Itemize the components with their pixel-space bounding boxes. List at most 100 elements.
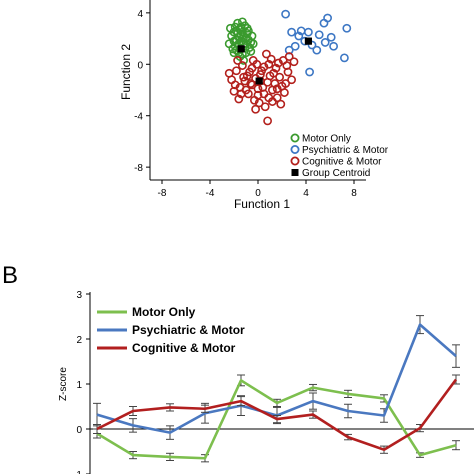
scatter-point xyxy=(281,9,290,19)
scatter-point xyxy=(246,79,256,88)
scatter-point xyxy=(259,89,269,99)
scatter-x-tick-label: 8 xyxy=(351,188,357,199)
scatter-point xyxy=(270,79,280,88)
scatter-point xyxy=(229,48,239,58)
scatter-point xyxy=(243,26,253,36)
scatter-point xyxy=(236,36,246,46)
scatter-point xyxy=(230,22,240,32)
scatter-point xyxy=(234,94,244,104)
scatter-point xyxy=(305,67,314,77)
scatter-x-label: Function 1 xyxy=(234,197,290,211)
scatter-point xyxy=(253,84,263,94)
scatter-point xyxy=(287,75,296,85)
scatter-point xyxy=(314,30,324,40)
scatter-point xyxy=(264,59,274,69)
scatter-point xyxy=(290,41,300,51)
scatter-point xyxy=(272,84,282,94)
scatter-point xyxy=(303,27,313,37)
scatter-point xyxy=(294,31,304,41)
scatter-point xyxy=(247,63,257,73)
scatter-point xyxy=(257,66,266,76)
line-y-tick-label: 3 xyxy=(76,290,82,301)
centroid-marker xyxy=(237,45,245,53)
scatter-point xyxy=(230,80,240,90)
scatter-x-tick-label: 4 xyxy=(303,188,309,199)
scatter-point xyxy=(275,72,284,82)
scatter-y-tick-label: -4 xyxy=(134,112,143,123)
legend-label: Cognitive & Motor xyxy=(132,341,236,355)
centroid-marker xyxy=(304,37,312,45)
scatter-ticks: -8 -4 0 4 8 4 0 -4 -8 xyxy=(134,9,357,199)
centroid-layer xyxy=(237,37,312,85)
scatter-x-tick-label: 0 xyxy=(255,188,261,199)
scatter-point xyxy=(260,102,270,112)
line-series-group xyxy=(93,374,460,463)
scatter-point xyxy=(266,54,276,64)
legend-label: Motor Only xyxy=(132,305,196,319)
scatter-point xyxy=(265,71,275,81)
scatter-point xyxy=(242,71,252,81)
scatter-point xyxy=(289,57,299,67)
scatter-point xyxy=(237,17,247,27)
line-y-tick-label: 0 xyxy=(76,425,82,436)
scatter-y-tick-label: -8 xyxy=(134,163,143,174)
legend-label: Psychiatric & Motor xyxy=(302,145,389,156)
line-y-tick-label: 2 xyxy=(76,335,82,346)
scatter-point xyxy=(261,49,271,59)
scatter-point xyxy=(287,27,296,37)
panel-b-letter: B xyxy=(2,262,19,289)
scatter-point xyxy=(254,98,264,108)
scatter-point xyxy=(281,79,290,88)
scatter-panel: -8 -4 0 4 8 4 0 -4 -8 Function 1 Function 2 Moto… xyxy=(119,0,389,211)
scatter-point xyxy=(229,27,239,37)
series-line xyxy=(96,379,457,460)
scatter-point xyxy=(279,88,289,97)
scatter-point xyxy=(339,53,349,63)
line-legend: Motor Only Psychiatric & Motor Cognitive &… xyxy=(97,305,245,355)
series-line xyxy=(96,378,458,452)
scatter-point xyxy=(342,23,352,33)
scatter-point xyxy=(247,80,257,90)
centroid-marker xyxy=(255,77,263,85)
scatter-point xyxy=(329,41,338,51)
legend-label: Psychiatric & Motor xyxy=(132,323,245,337)
scatter-point xyxy=(323,13,332,23)
legend-label: Cognitive & Motor xyxy=(302,157,382,168)
scatter-point xyxy=(233,56,242,65)
scatter-x-tick-label: -4 xyxy=(206,188,215,199)
scatter-x-tick-label: -8 xyxy=(158,188,167,199)
legend-marker xyxy=(290,156,300,166)
line-y-tick-label: 1 xyxy=(76,380,82,391)
line-y-tick-label: -1 xyxy=(73,470,82,474)
scatter-point xyxy=(246,47,256,56)
legend-label: Group Centroid xyxy=(302,168,370,179)
scatter-point xyxy=(271,63,281,73)
scatter-y-tick-label: 0 xyxy=(137,60,143,71)
legend-marker xyxy=(290,133,300,143)
scatter-point xyxy=(246,38,256,47)
line-series-group xyxy=(93,374,460,454)
scatter-point xyxy=(263,116,272,126)
scatter-point xyxy=(249,95,259,105)
scatter-point xyxy=(278,56,288,65)
scatter-point xyxy=(224,68,234,78)
scatter-point xyxy=(326,32,336,42)
scatter-point xyxy=(267,97,277,106)
line-ticks: 3 2 1 0 -1 xyxy=(73,290,90,474)
scatter-point xyxy=(251,104,260,114)
legend-marker xyxy=(290,144,300,154)
line-y-label: Z-score xyxy=(58,367,69,401)
scatter-point xyxy=(273,58,283,68)
legend-marker xyxy=(291,169,299,176)
scatter-point xyxy=(236,89,246,99)
legend-label: Motor Only xyxy=(302,134,351,145)
scatter-point xyxy=(312,45,322,55)
line-panel: 3 2 1 0 -1 Z-score Motor Only Psychiatric & M… xyxy=(58,290,474,474)
scatter-point xyxy=(307,40,317,50)
scatter-point xyxy=(283,67,293,77)
scatter-point xyxy=(320,38,330,47)
line-series xyxy=(93,315,460,463)
scatter-point xyxy=(237,61,247,70)
